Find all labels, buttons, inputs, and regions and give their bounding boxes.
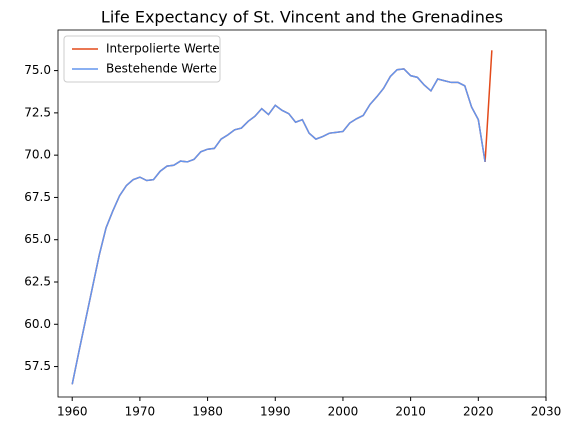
series-line bbox=[71, 68, 486, 385]
x-tick-label: 2010 bbox=[395, 405, 426, 419]
y-tick-label: 75.0 bbox=[24, 63, 51, 77]
legend-box bbox=[63, 35, 221, 83]
y-tick-label: 62.5 bbox=[24, 274, 51, 288]
x-tick-label: 1980 bbox=[192, 405, 223, 419]
y-tick-label: 65.0 bbox=[24, 232, 51, 246]
x-tick-label: 2030 bbox=[531, 405, 562, 419]
series-line bbox=[71, 50, 493, 385]
plot-frame bbox=[57, 29, 547, 398]
x-tick-label: 2000 bbox=[328, 405, 359, 419]
x-tick-label: 1970 bbox=[125, 405, 156, 419]
y-tick-label: 67.5 bbox=[24, 190, 51, 204]
x-tick-label: 2020 bbox=[463, 405, 494, 419]
y-tick-label: 60.0 bbox=[24, 317, 51, 331]
y-tick-label: 57.5 bbox=[24, 359, 51, 373]
chart-title: Life Expectancy of St. Vincent and the G… bbox=[101, 8, 503, 27]
x-tick-label: 1990 bbox=[260, 405, 291, 419]
legend-label: Bestehende Werte bbox=[106, 62, 217, 76]
legend-label: Interpolierte Werte bbox=[106, 42, 220, 56]
y-tick-label: 70.0 bbox=[24, 148, 51, 162]
x-tick-label: 1960 bbox=[57, 405, 88, 419]
y-tick-label: 72.5 bbox=[24, 105, 51, 119]
